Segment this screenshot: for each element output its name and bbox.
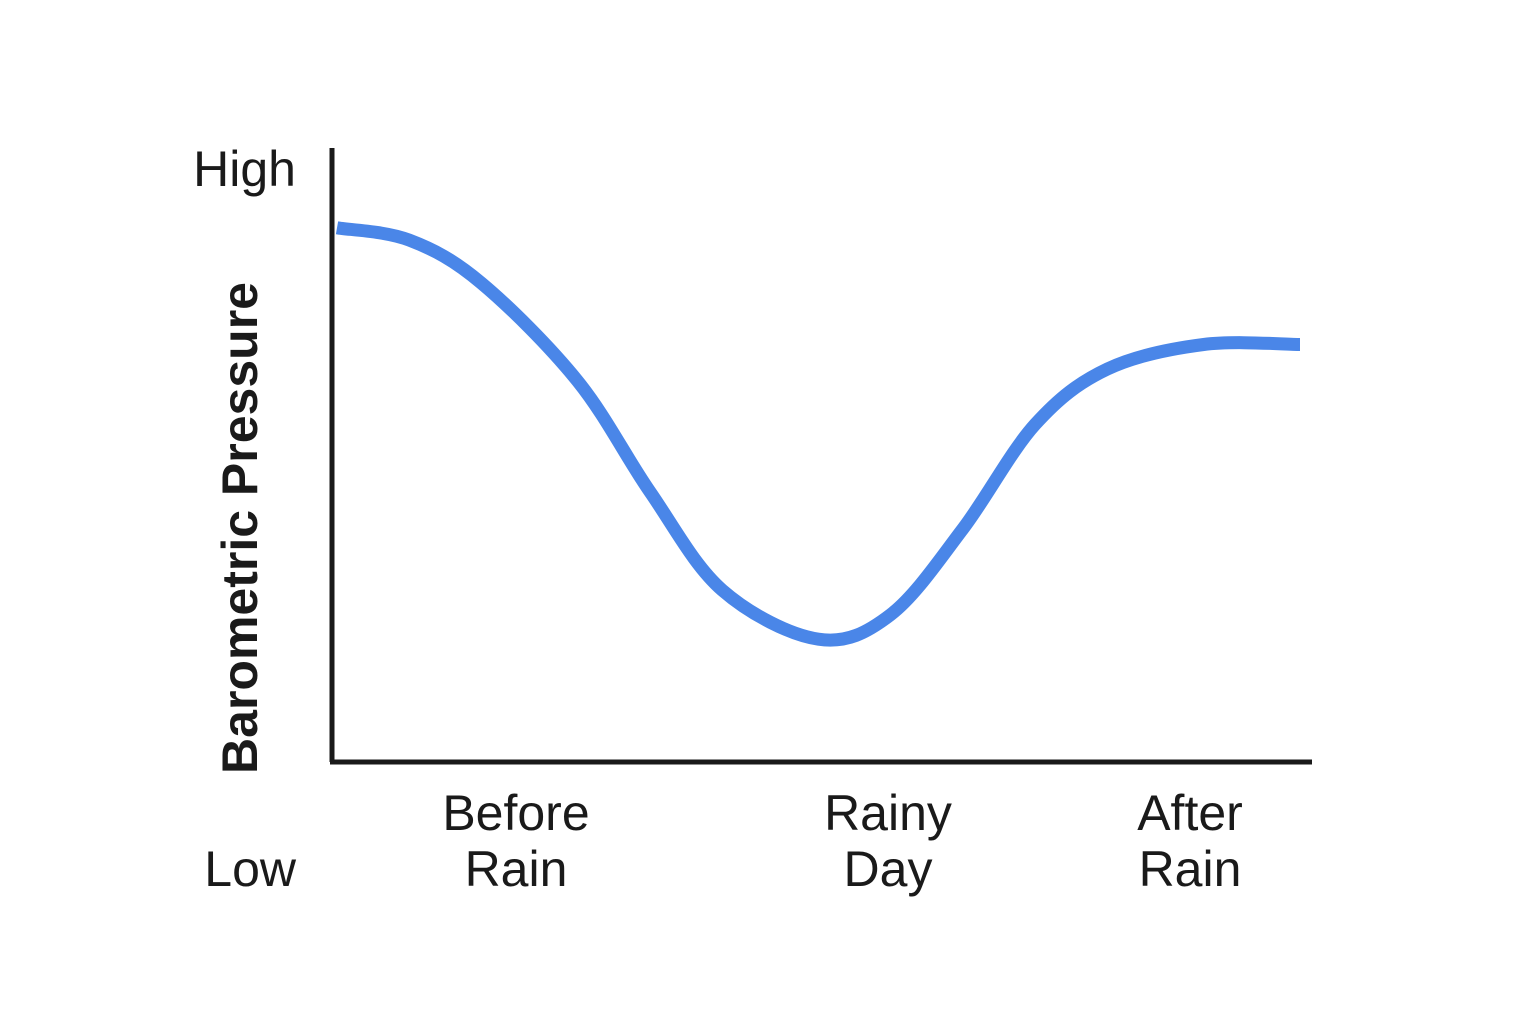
x-tick-label-after-rain-line2: Rain xyxy=(1139,841,1242,897)
x-tick-label-rainy-day-line1: Rainy xyxy=(824,785,952,841)
x-tick-label-rainy-day-line2: Day xyxy=(844,841,933,897)
x-tick-label-before-rain-line2: Rain xyxy=(465,841,568,897)
x-tick-labels: Before Rain Rainy Day After Rain xyxy=(442,785,1242,897)
series-line xyxy=(335,221,1301,647)
x-tick-label-before-rain-line1: Before xyxy=(442,785,589,841)
y-tick-label-low: Low xyxy=(204,841,297,897)
y-tick-label-high: High xyxy=(193,141,296,197)
x-tick-label-after-rain-line1: After xyxy=(1137,785,1243,841)
y-axis-title: Barometric Pressure xyxy=(212,282,268,774)
